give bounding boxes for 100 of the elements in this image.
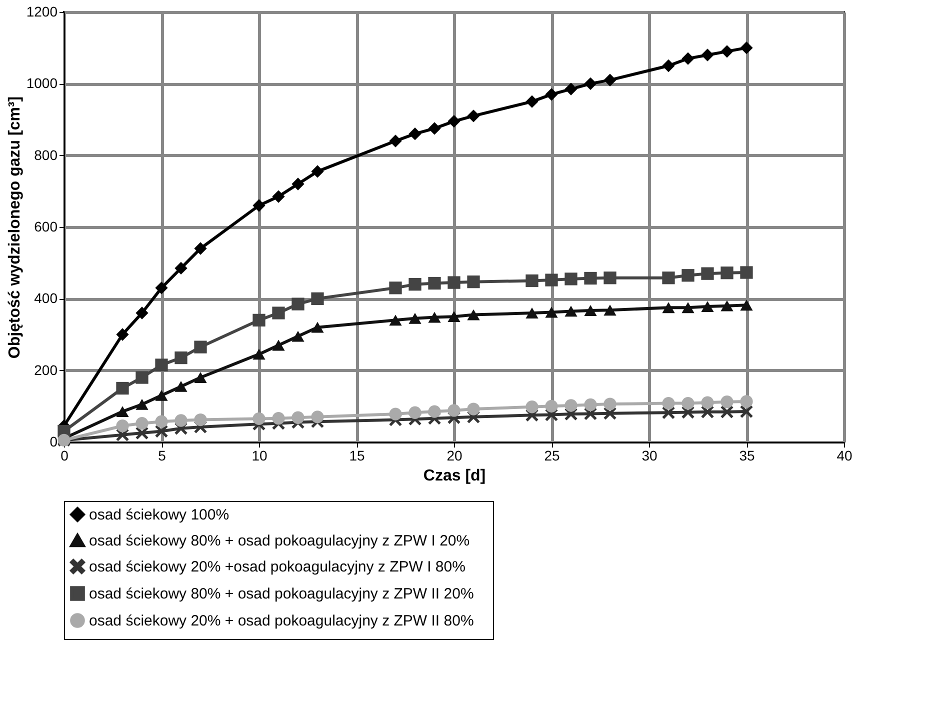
point — [292, 178, 304, 190]
point — [155, 424, 168, 438]
point — [682, 269, 694, 282]
point — [174, 414, 188, 427]
point — [720, 396, 734, 408]
point — [194, 340, 207, 354]
point — [740, 405, 753, 418]
point — [194, 242, 207, 255]
point — [116, 420, 129, 432]
point — [292, 411, 304, 424]
x-axis-title: Czas [d] — [423, 468, 486, 484]
point — [194, 372, 207, 383]
point — [545, 274, 558, 286]
point — [272, 306, 285, 320]
point — [564, 272, 578, 286]
point — [136, 417, 148, 430]
y-tick-label: 1200 — [26, 4, 58, 20]
legend-label: osad ściekowy 80% + osad pokoagulacyjny z ZPW I 20% — [89, 532, 470, 550]
point — [467, 110, 480, 122]
point — [136, 371, 148, 384]
point — [311, 292, 324, 305]
point — [272, 190, 285, 203]
point — [155, 390, 168, 401]
point — [448, 404, 460, 417]
x-tick-label: 35 — [739, 448, 755, 464]
point — [526, 308, 538, 318]
point — [701, 301, 714, 312]
point — [428, 312, 441, 323]
point — [252, 348, 266, 360]
point — [311, 322, 324, 333]
point — [116, 328, 129, 341]
point — [174, 351, 188, 364]
point — [428, 276, 441, 290]
point — [136, 398, 148, 410]
point — [116, 406, 129, 418]
legend-label: osad ściekowy 80% + osad pokoagulacyjny z ZPW II 20% — [89, 586, 474, 602]
point — [740, 395, 753, 408]
point — [448, 311, 460, 322]
point — [428, 122, 441, 135]
point — [720, 406, 734, 418]
point — [526, 95, 538, 108]
x-tick-label: 40 — [836, 448, 852, 464]
point — [136, 306, 148, 320]
point — [682, 396, 694, 410]
x-tick-label: 25 — [544, 448, 560, 464]
point — [564, 82, 578, 96]
point — [604, 407, 616, 420]
legend-label: osad ściekowy 20% +osad pokoagulacyjny z ZPW I 80% — [89, 558, 466, 576]
x-tick-label: 10 — [252, 448, 268, 464]
point — [701, 406, 714, 418]
point — [408, 278, 422, 291]
point — [701, 396, 714, 409]
point — [155, 358, 168, 372]
point — [584, 305, 597, 316]
y-tick-label: 400 — [34, 290, 58, 306]
point — [194, 413, 207, 426]
legend-label: osad ściekowy 100% — [89, 506, 230, 524]
y-tick-label: 0 — [50, 434, 58, 450]
point — [584, 398, 597, 412]
point — [720, 300, 734, 312]
point — [389, 134, 402, 148]
point — [584, 77, 597, 90]
point — [428, 405, 441, 418]
y-tick-label: 200 — [34, 362, 58, 378]
y-axis-title: Objętość wydzielonego gazu [cm³] — [6, 96, 24, 359]
point — [252, 199, 266, 212]
y-tick-label: 800 — [34, 146, 58, 163]
point — [389, 282, 402, 294]
point — [526, 274, 538, 288]
point — [467, 402, 480, 416]
x-tick-label: 30 — [642, 448, 658, 464]
point — [701, 267, 714, 280]
point — [311, 165, 324, 178]
point — [662, 396, 675, 410]
point — [408, 128, 422, 140]
y-tick-label: 600 — [34, 218, 58, 234]
point — [467, 309, 480, 320]
point — [389, 314, 402, 326]
point — [604, 272, 616, 284]
point — [292, 298, 304, 310]
point — [526, 400, 538, 414]
point — [682, 52, 694, 65]
point — [408, 312, 422, 324]
point — [272, 340, 285, 351]
point — [662, 59, 675, 72]
point — [720, 266, 734, 280]
point — [545, 306, 558, 318]
point — [604, 304, 616, 316]
point — [389, 408, 402, 420]
point — [292, 330, 304, 342]
point — [564, 399, 578, 412]
x-tick-label: 15 — [349, 448, 365, 464]
point — [740, 42, 753, 54]
point — [740, 300, 753, 311]
point — [564, 306, 578, 317]
y-tick-label: 1000 — [26, 75, 58, 92]
point — [604, 398, 616, 410]
point — [448, 114, 460, 128]
point — [174, 380, 188, 392]
point — [662, 272, 675, 284]
